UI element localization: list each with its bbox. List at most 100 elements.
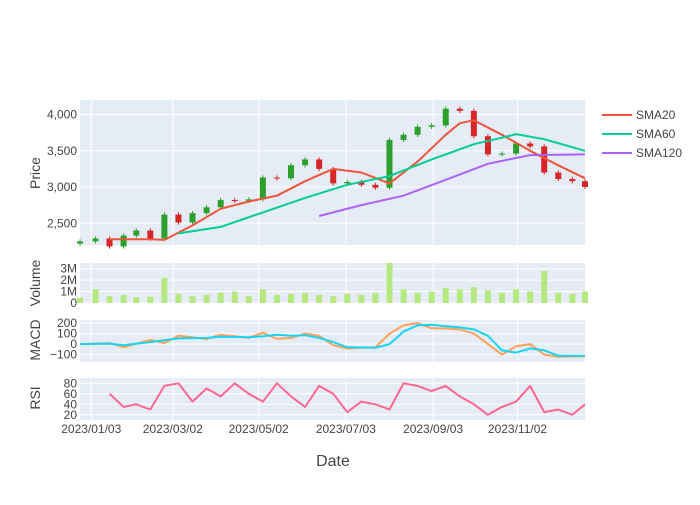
volume-bar: [316, 295, 323, 303]
candle-body: [499, 153, 506, 155]
candle-body: [147, 230, 154, 239]
volume-bars: [77, 263, 588, 303]
candle-body: [372, 184, 379, 188]
volume-bar: [569, 293, 576, 303]
candle-body: [316, 159, 323, 169]
candle-body: [217, 200, 224, 208]
volume-bar: [541, 271, 548, 303]
candle-body: [470, 110, 477, 137]
volume-bar: [442, 288, 449, 303]
price-y-tick-label: 3,500: [47, 144, 77, 158]
panels-layer: 2,5003,0003,5004,000Price01M2M3MVolume−1…: [27, 100, 588, 422]
signal-line: [79, 323, 585, 357]
volume-bar: [400, 289, 407, 303]
legend-label: SMA20: [636, 108, 676, 122]
volume-y-tick-label: 0: [70, 296, 77, 310]
rsi-y-tick-label: 60: [64, 387, 78, 401]
macd-line: [79, 322, 586, 358]
candle-body: [513, 143, 520, 154]
volume-bar: [527, 291, 534, 303]
macd-y-tick-label: 200: [57, 316, 77, 330]
volume-bar: [133, 297, 140, 303]
x-tick-label: 2023/03/02: [143, 422, 203, 436]
candle-body: [428, 125, 435, 127]
volume-bar: [372, 292, 379, 303]
volume-bar: [259, 289, 266, 303]
candle-body: [358, 181, 365, 185]
price-axis-title: Price: [27, 157, 43, 189]
volume-bar: [92, 289, 99, 303]
volume-bar: [302, 292, 309, 303]
volume-axis-title: Volume: [27, 259, 43, 306]
price-panel: 2,500 3,000 3,500 4,000 Price: [27, 100, 588, 249]
macd-y-tick-label: −100: [50, 348, 77, 362]
candle-body: [133, 230, 140, 236]
candle-body: [386, 139, 393, 188]
legend-item-sma60[interactable]: SMA60: [602, 127, 676, 141]
candle-body: [92, 238, 99, 242]
x-tick-label: 2023/09/03: [403, 422, 463, 436]
candle-body: [456, 108, 463, 111]
candle-body: [344, 181, 351, 184]
macd-y-tick-label: 0: [70, 337, 77, 351]
volume-bar: [231, 291, 238, 303]
volume-bar: [344, 293, 351, 303]
candle-body: [231, 200, 238, 202]
candle-body: [400, 134, 407, 140]
volume-bar: [470, 287, 477, 303]
candle-body: [569, 179, 576, 182]
candle-body: [77, 241, 83, 244]
legend-item-sma20[interactable]: SMA20: [602, 108, 676, 122]
volume-bar: [203, 295, 210, 303]
volume-y-tick-label: 2M: [60, 273, 77, 287]
volume-bar: [582, 291, 588, 303]
candle-body: [273, 177, 280, 179]
volume-bar: [330, 296, 337, 303]
rsi-axis-title: RSI: [27, 386, 43, 409]
x-tick-label: 2023/11/02: [488, 422, 547, 436]
rsi-y-tick-label: 40: [64, 397, 78, 411]
rsi-y-tick-label: 80: [64, 376, 78, 390]
candle-body: [414, 126, 421, 135]
rsi-line: [108, 382, 586, 416]
volume-bar: [484, 290, 491, 303]
candle-body: [582, 181, 588, 187]
sma120-line: [318, 153, 586, 217]
legend[interactable]: SMA20 SMA60 SMA120: [602, 108, 682, 160]
candle-body: [245, 199, 252, 201]
candle-body: [120, 235, 127, 247]
volume-bar: [106, 296, 113, 303]
x-tick-label: 2023/01/03: [61, 422, 121, 436]
candle-body: [527, 143, 534, 147]
candle-body: [442, 108, 449, 126]
legend-label: SMA60: [636, 127, 676, 141]
candlesticks: [77, 106, 588, 249]
volume-bar: [217, 292, 224, 303]
sma60-line: [178, 133, 586, 235]
legend-item-sma120[interactable]: SMA120: [602, 146, 682, 160]
volume-bar: [175, 293, 182, 303]
candle-body: [259, 177, 266, 200]
x-axis-title: Date: [316, 453, 350, 470]
candle-body: [288, 165, 295, 179]
x-tick-label: 2023/05/02: [229, 422, 289, 436]
volume-bar: [358, 295, 365, 303]
volume-bar: [288, 293, 295, 303]
volume-bar: [189, 296, 196, 303]
volume-bar: [499, 292, 506, 303]
candle-body: [175, 214, 182, 223]
volume-bar: [414, 292, 421, 303]
candle-body: [203, 207, 210, 214]
macd-axis-title: MACD: [27, 319, 43, 360]
price-y-tick-label: 4,000: [47, 108, 77, 122]
volume-bar: [555, 292, 562, 303]
candle-body: [106, 238, 113, 247]
volume-bar: [456, 289, 463, 303]
volume-bar: [386, 263, 393, 303]
candle-body: [484, 136, 491, 155]
candle-body: [189, 213, 196, 223]
x-axis: 2023/01/03 2023/03/02 2023/05/02 2023/07/03…: [61, 422, 547, 436]
candle-body: [302, 159, 309, 166]
